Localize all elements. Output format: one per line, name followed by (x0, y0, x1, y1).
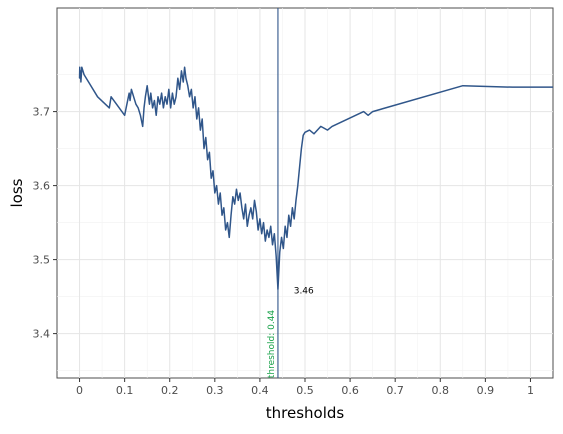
x-tick-label: 1 (527, 384, 534, 397)
x-tick-label: 0.6 (341, 384, 359, 397)
x-tick-label: 0.2 (161, 384, 179, 397)
x-tick-label: 0 (76, 384, 83, 397)
x-axis-label: thresholds (266, 404, 345, 422)
loss-line-series (78, 66, 553, 290)
y-tick-label: 3.4 (33, 328, 51, 341)
y-axis-label: loss (8, 178, 26, 207)
x-tick-label: 0.9 (477, 384, 495, 397)
x-tick-label: 0.4 (251, 384, 269, 397)
annotation-label: 3.46 (294, 287, 314, 297)
y-tick-label: 3.7 (33, 106, 51, 119)
y-tick-label: 3.6 (33, 180, 51, 193)
y-tick-label: 3.5 (33, 254, 51, 267)
threshold-label: threshold: 0.44 (267, 310, 277, 379)
x-tick-label: 0.8 (432, 384, 450, 397)
x-tick-label: 0.3 (206, 384, 224, 397)
x-tick-label: 0.5 (296, 384, 314, 397)
x-tick-label: 0.7 (386, 384, 404, 397)
x-tick-label: 0.1 (116, 384, 134, 397)
